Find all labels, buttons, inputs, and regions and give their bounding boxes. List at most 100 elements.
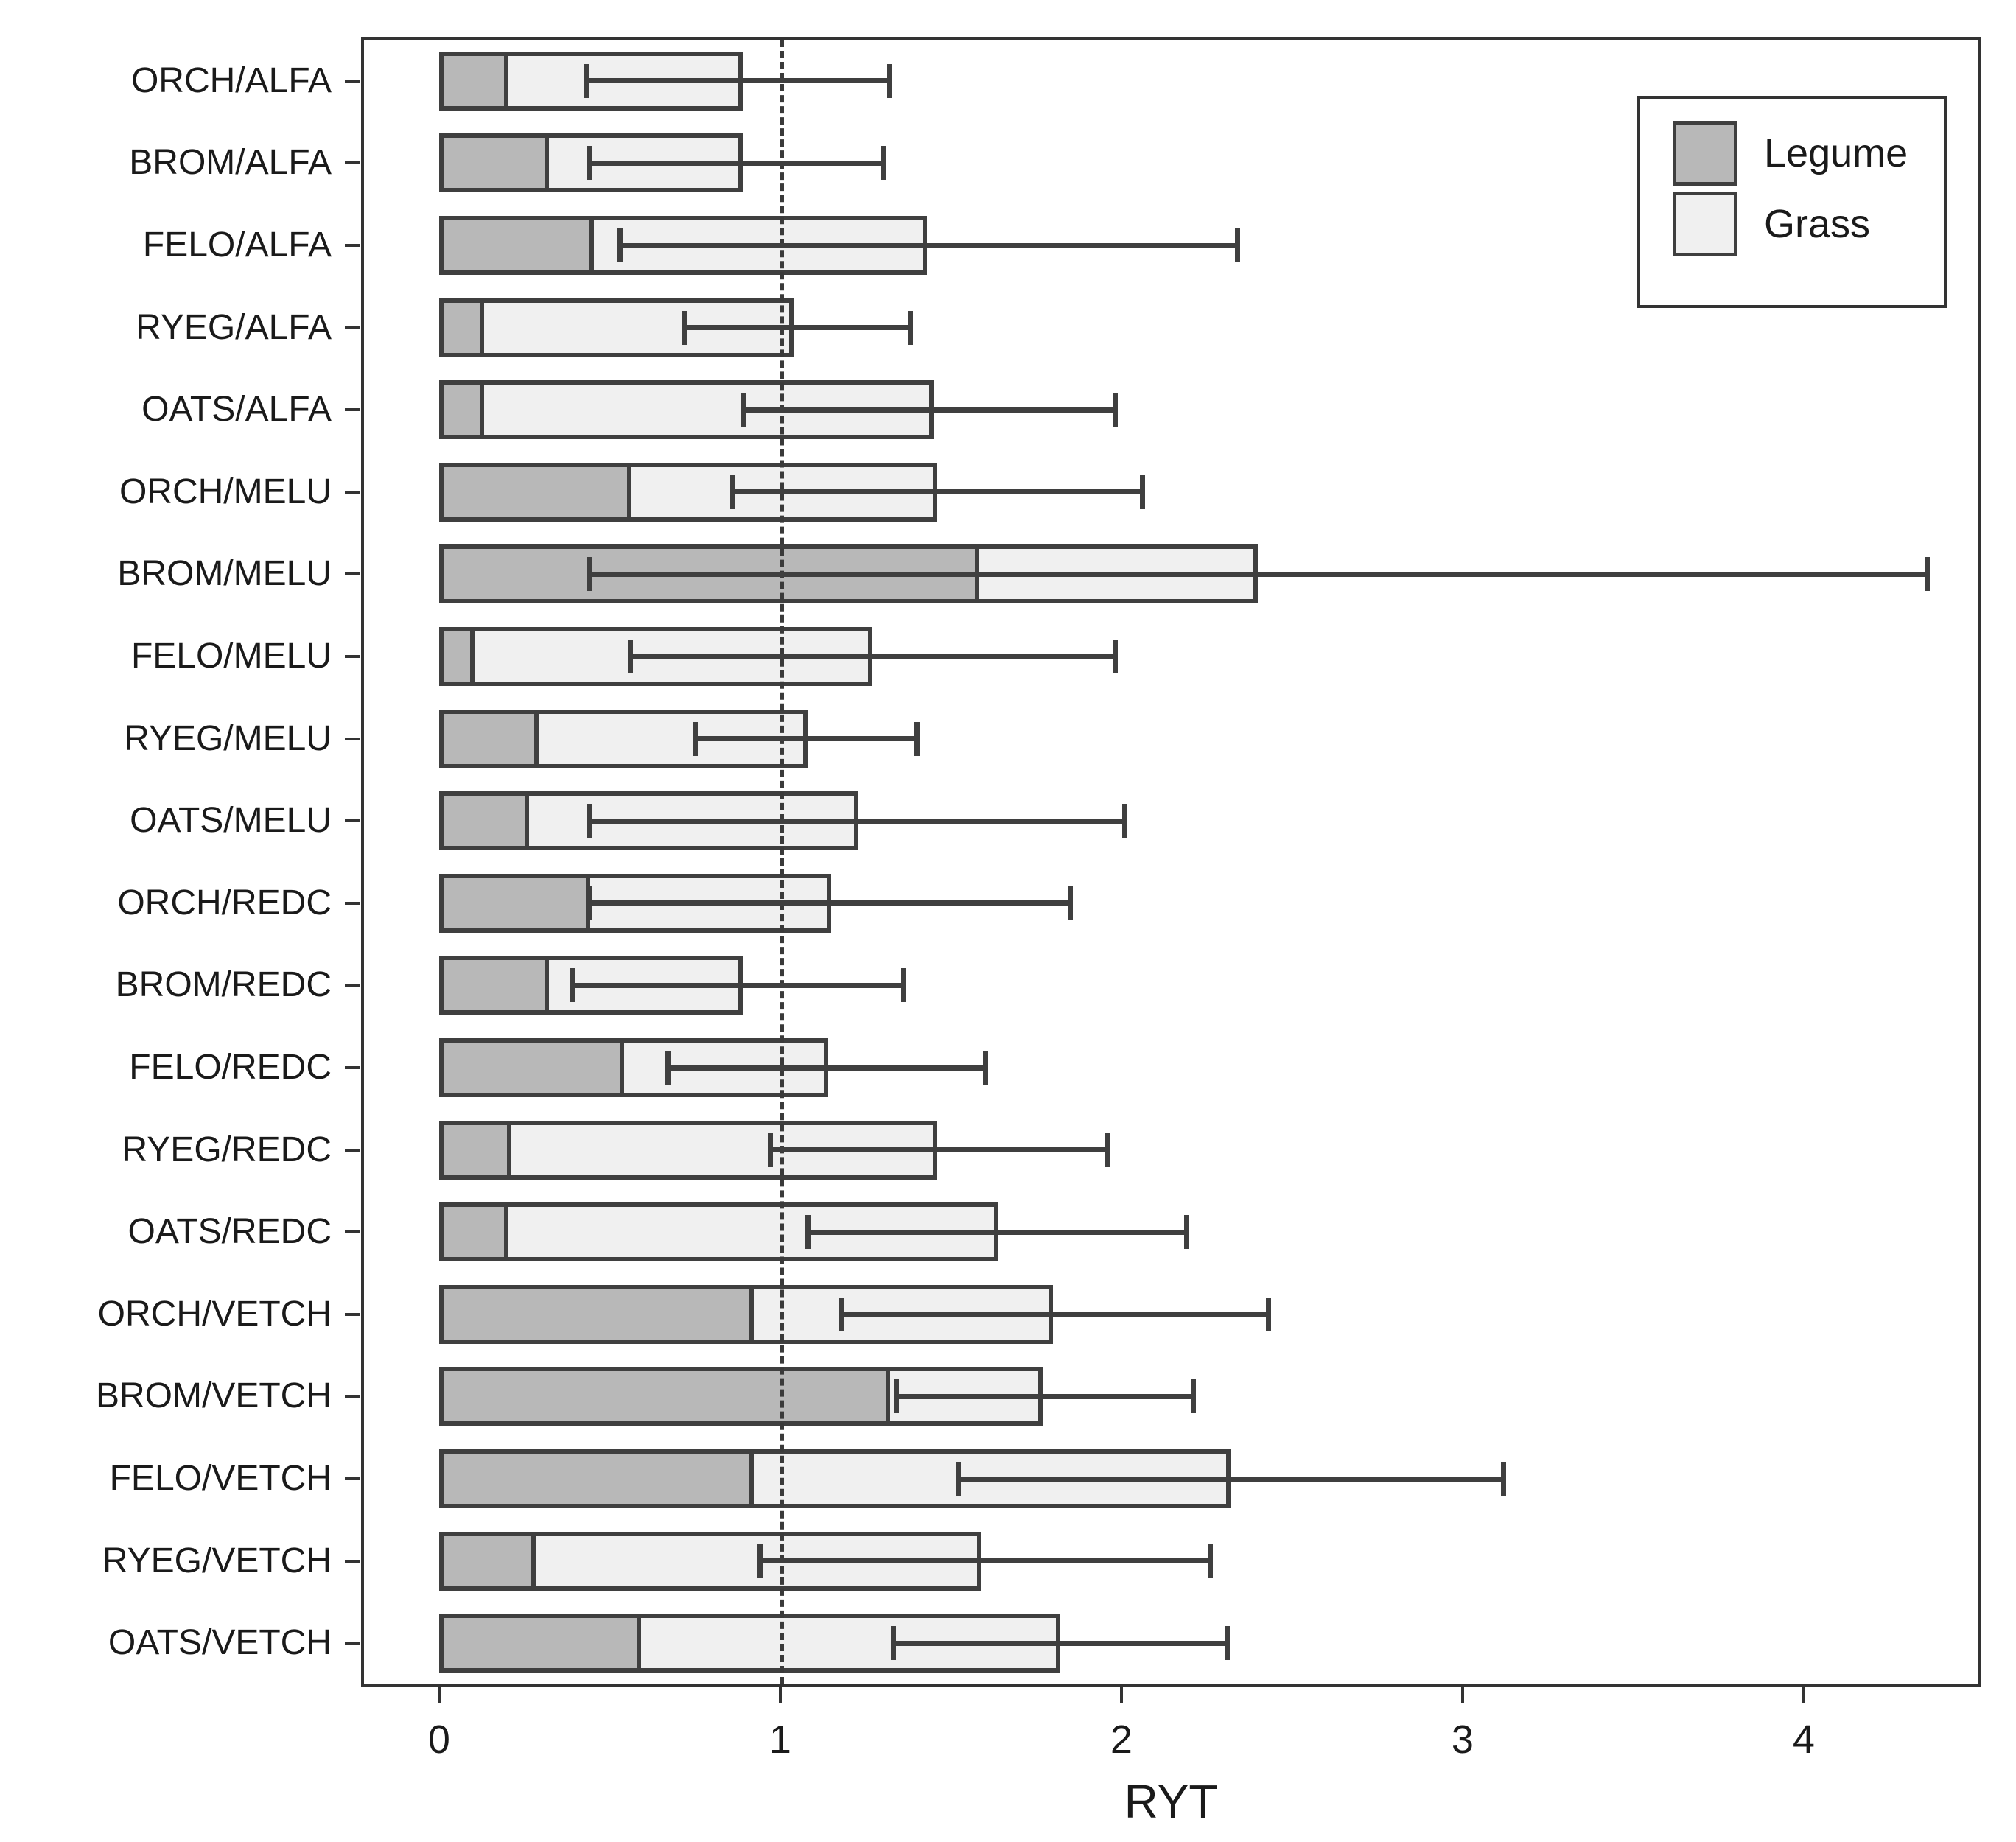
error-cap-low <box>570 968 575 1003</box>
error-cap-high <box>914 721 920 756</box>
bar-segment-legume <box>443 1124 512 1175</box>
y-tick <box>345 984 360 987</box>
error-bar <box>589 900 1071 906</box>
y-tick <box>345 1559 360 1563</box>
error-cap-low <box>767 1132 773 1167</box>
error-cap-low <box>693 721 699 756</box>
y-label-felo-vetch: FELO/VETCH <box>109 1459 332 1498</box>
error-bar <box>760 1558 1211 1564</box>
y-label-brom-melu: BROM/MELU <box>117 554 332 594</box>
legend-label-grass: Grass <box>1764 202 1871 246</box>
bar-segment-legume <box>443 55 508 106</box>
bar-segment-legume <box>443 302 485 353</box>
y-tick <box>345 1066 360 1069</box>
y-label-brom-vetch: BROM/VETCH <box>95 1376 332 1416</box>
y-tick <box>345 901 360 905</box>
error-cap-low <box>805 1215 811 1250</box>
y-tick <box>345 1642 360 1645</box>
error-cap-low <box>628 640 634 673</box>
bar-segment-legume <box>443 878 590 928</box>
error-cap-low <box>682 310 688 345</box>
x-tick <box>1460 1687 1464 1703</box>
bar-felo-vetch <box>438 1449 1231 1508</box>
error-cap-high <box>1122 804 1128 838</box>
y-label-oats-vetch: OATS/VETCH <box>108 1623 332 1663</box>
x-tick <box>1802 1687 1805 1703</box>
reference-line-x1 <box>780 40 784 1684</box>
bar-segment-legume <box>443 1454 755 1504</box>
error-bar <box>841 1312 1268 1317</box>
bar-segment-legume <box>443 713 539 764</box>
y-tick <box>345 490 360 494</box>
error-cap-high <box>1068 886 1074 920</box>
error-cap-high <box>1183 1215 1189 1250</box>
error-cap-high <box>1924 557 1930 592</box>
error-cap-high <box>1265 1297 1271 1331</box>
x-tick-label-0: 0 <box>427 1717 450 1762</box>
y-label-orch-vetch: ORCH/VETCH <box>97 1294 332 1334</box>
bar-segment-legume <box>443 385 485 435</box>
y-tick <box>345 1395 360 1398</box>
error-cap-high <box>880 146 886 181</box>
error-bar <box>807 1229 1186 1235</box>
y-label-oats-alfa: OATS/ALFA <box>141 390 332 430</box>
error-cap-low <box>757 1544 763 1578</box>
legend: Legume Grass <box>1637 96 1947 308</box>
plot-panel: Legume Grass <box>361 37 1981 1687</box>
y-label-ryeg-melu: RYEG/MELU <box>124 718 332 758</box>
y-tick <box>345 1312 360 1316</box>
error-cap-high <box>1235 228 1241 262</box>
error-bar <box>630 654 1115 659</box>
error-bar <box>695 736 917 742</box>
bar-segment-legume <box>443 796 529 847</box>
bar-oats-vetch <box>438 1614 1060 1673</box>
error-bar <box>732 489 1142 495</box>
error-cap-low <box>587 886 592 920</box>
y-label-felo-alfa: FELO/ALFA <box>142 225 332 265</box>
x-tick <box>437 1687 441 1703</box>
y-label-ryeg-alfa: RYEG/ALFA <box>136 307 332 347</box>
bar-segment-legume <box>443 138 550 189</box>
y-label-ryeg-redc: RYEG/REDC <box>122 1130 332 1169</box>
bar-segment-legume <box>443 1618 642 1669</box>
legend-entry-grass: Grass <box>1673 189 1944 259</box>
bar-segment-legume <box>443 1535 536 1586</box>
error-cap-high <box>1139 474 1145 509</box>
bar-segment-legume <box>443 1371 891 1422</box>
error-cap-low <box>890 1626 896 1661</box>
grass-swatch-icon <box>1673 192 1737 256</box>
y-label-orch-redc: ORCH/REDC <box>117 883 332 922</box>
error-bar <box>589 160 883 166</box>
error-cap-low <box>730 474 736 509</box>
error-cap-low <box>955 1462 961 1496</box>
y-tick <box>345 572 360 576</box>
y-label-brom-redc: BROM/REDC <box>115 965 332 1005</box>
y-label-felo-melu: FELO/MELU <box>130 637 332 676</box>
bar-segment-legume <box>443 1289 755 1340</box>
error-cap-low <box>894 1379 900 1414</box>
error-cap-high <box>982 1051 988 1085</box>
error-cap-low <box>583 63 589 98</box>
error-bar <box>892 1640 1228 1646</box>
error-bar <box>572 982 903 988</box>
error-cap-high <box>1105 1132 1111 1167</box>
x-tick-label-4: 4 <box>1792 1717 1815 1762</box>
x-tick-label-2: 2 <box>1110 1717 1133 1762</box>
y-label-brom-alfa: BROM/ALFA <box>129 143 332 183</box>
y-tick <box>345 408 360 412</box>
bar-segment-legume <box>443 1207 508 1258</box>
y-tick <box>345 326 360 329</box>
legend-label-legume: Legume <box>1764 131 1908 175</box>
error-bar <box>685 325 910 331</box>
error-cap-high <box>900 968 906 1003</box>
error-cap-low <box>587 804 592 838</box>
bar-segment-legume <box>443 220 594 270</box>
x-tick-label-3: 3 <box>1451 1717 1474 1762</box>
y-tick <box>345 1477 360 1480</box>
error-bar <box>585 78 889 84</box>
error-bar <box>589 818 1125 824</box>
error-bar <box>769 1147 1108 1153</box>
error-cap-low <box>587 146 592 181</box>
y-label-orch-alfa: ORCH/ALFA <box>130 60 332 100</box>
error-bar <box>742 407 1115 413</box>
